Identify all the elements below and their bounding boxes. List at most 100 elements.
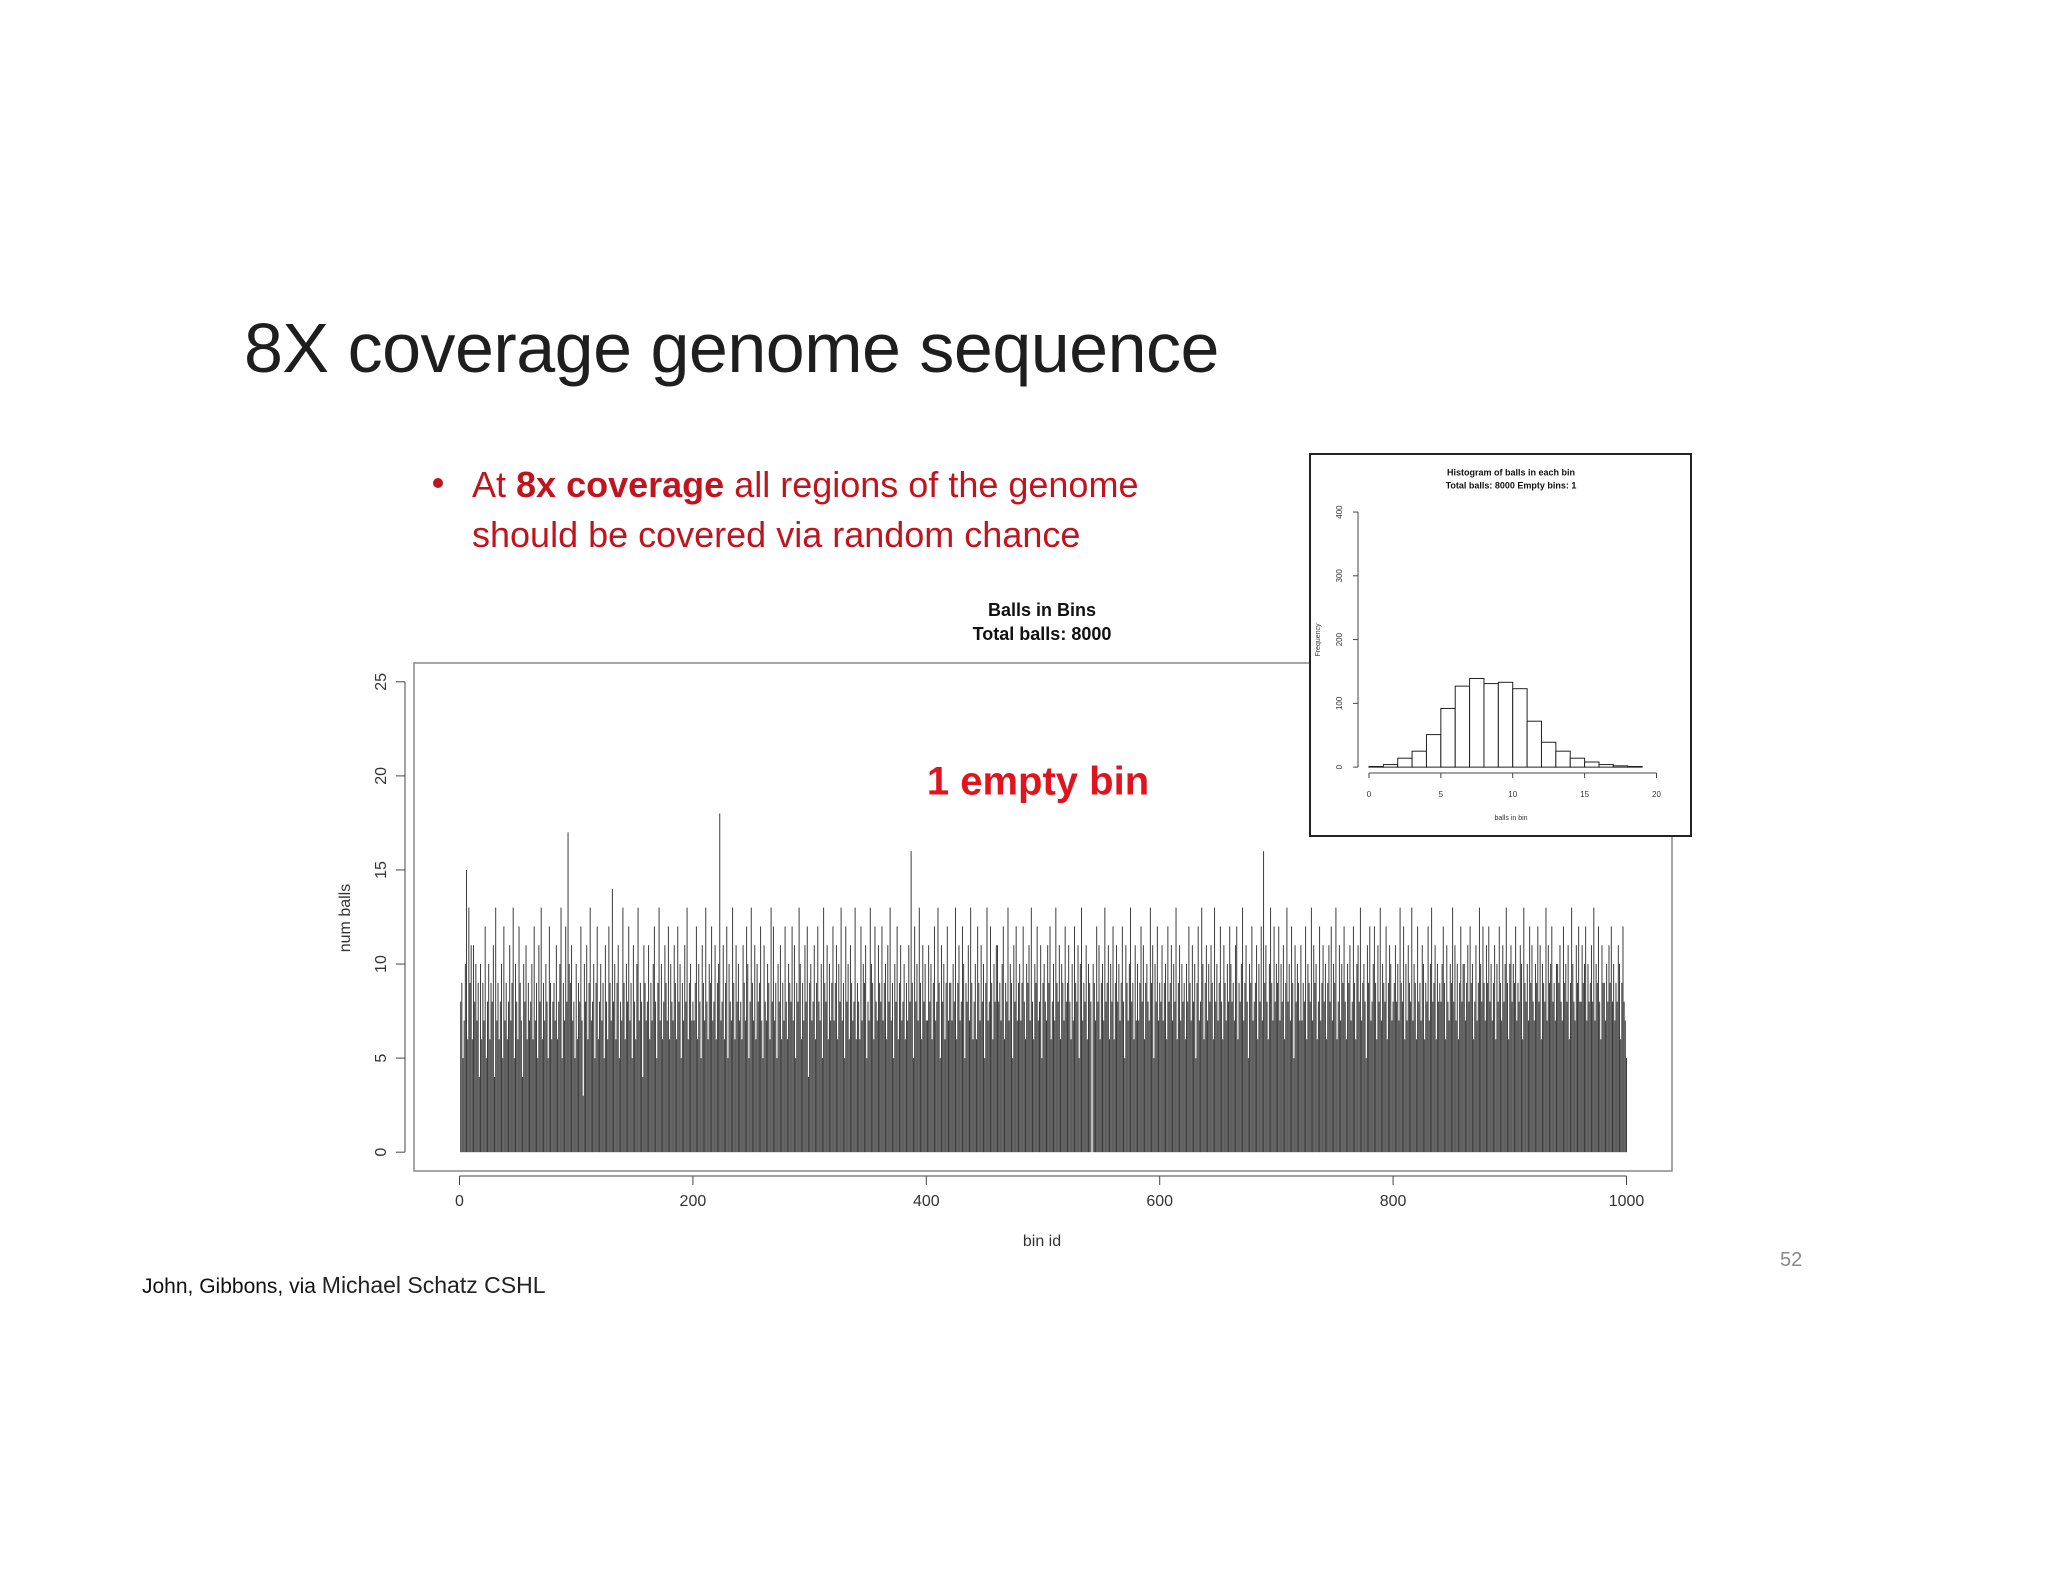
bar	[697, 1039, 699, 1153]
bar	[1512, 964, 1514, 1153]
bar	[1453, 1001, 1455, 1153]
bar	[989, 926, 991, 1153]
bar	[1106, 982, 1108, 1153]
bar	[988, 1001, 990, 1153]
bar	[1289, 1020, 1291, 1153]
bar	[1335, 907, 1337, 1153]
bar	[756, 964, 758, 1153]
bar	[1449, 964, 1451, 1153]
bar	[909, 1001, 911, 1153]
bar	[865, 945, 867, 1153]
bar	[1350, 1020, 1352, 1153]
bar	[1139, 982, 1141, 1153]
bar	[1424, 1039, 1426, 1153]
bar	[848, 1039, 850, 1153]
bar	[996, 945, 998, 1153]
bar	[1058, 945, 1060, 1153]
bar	[560, 907, 562, 1153]
bar	[1233, 1020, 1235, 1153]
bar	[1197, 926, 1199, 1153]
bar	[1559, 945, 1561, 1153]
bar	[859, 1039, 861, 1153]
bar	[1151, 982, 1153, 1153]
bar	[585, 1001, 587, 1153]
bar	[687, 1039, 689, 1153]
bar	[698, 964, 700, 1153]
bar	[1230, 964, 1232, 1153]
histogram-bar	[1397, 757, 1413, 768]
bar	[1205, 945, 1207, 1153]
bar	[1003, 1039, 1005, 1153]
bar	[1327, 982, 1329, 1153]
bar	[825, 1001, 827, 1153]
bar	[818, 1001, 820, 1153]
bar	[874, 926, 876, 1153]
bar	[680, 1058, 682, 1153]
bar	[873, 1039, 875, 1153]
bar	[809, 982, 811, 1153]
bar	[1464, 1020, 1466, 1153]
bar	[917, 1020, 919, 1153]
bar	[1225, 1020, 1227, 1153]
bar	[1329, 1001, 1331, 1153]
bar	[548, 926, 550, 1153]
bar	[608, 926, 610, 1153]
bar	[1594, 1020, 1596, 1153]
bar	[1372, 964, 1374, 1153]
bar	[1593, 907, 1595, 1153]
bar	[1555, 964, 1557, 1153]
bar	[880, 1001, 882, 1153]
bar	[636, 964, 638, 1153]
bar	[1002, 926, 1004, 1153]
bar	[1092, 964, 1094, 1153]
bar	[765, 1020, 767, 1153]
bar	[1191, 945, 1193, 1153]
bar	[1382, 964, 1384, 1153]
histogram-bar	[1368, 765, 1384, 768]
bar	[704, 1020, 706, 1153]
bar	[1503, 1001, 1505, 1153]
bar	[1161, 945, 1163, 1153]
bar	[1292, 982, 1294, 1153]
bar	[764, 1001, 766, 1153]
bar	[746, 926, 748, 1153]
bar	[1065, 1001, 1067, 1153]
bar	[611, 888, 613, 1153]
bar	[959, 1020, 961, 1153]
bar	[1273, 926, 1275, 1153]
bar	[1614, 1020, 1616, 1153]
bar	[840, 907, 842, 1153]
bar	[898, 982, 900, 1153]
bar	[461, 982, 463, 1153]
bar	[1513, 982, 1515, 1153]
bar	[552, 1001, 554, 1153]
bar	[1125, 945, 1127, 1153]
bar	[963, 964, 965, 1153]
bar	[1588, 1001, 1590, 1153]
bar	[1383, 982, 1385, 1153]
bar	[1502, 945, 1504, 1153]
bar	[1313, 945, 1315, 1153]
bar	[1579, 1001, 1581, 1153]
bar	[1053, 964, 1054, 1153]
bar	[797, 1001, 799, 1153]
bar	[1254, 982, 1256, 1153]
y-tick-label: 0	[1335, 764, 1344, 769]
bar	[466, 869, 468, 1153]
y-tick-label: 15	[373, 861, 390, 879]
bar	[804, 945, 806, 1153]
bullet-line: should be covered via random chance	[472, 514, 1080, 556]
bar	[995, 945, 997, 1153]
bullet-lead: At	[472, 464, 507, 505]
bar	[1044, 1001, 1046, 1153]
bar	[1010, 982, 1012, 1153]
x-tick-label: 0	[455, 1193, 464, 1210]
bar	[758, 982, 760, 1153]
bar	[616, 982, 618, 1153]
histogram-bar	[1584, 761, 1600, 768]
bar	[784, 926, 786, 1153]
bar	[954, 907, 956, 1153]
bar	[1393, 982, 1395, 1153]
bar	[1618, 964, 1620, 1153]
bar	[638, 1020, 640, 1153]
